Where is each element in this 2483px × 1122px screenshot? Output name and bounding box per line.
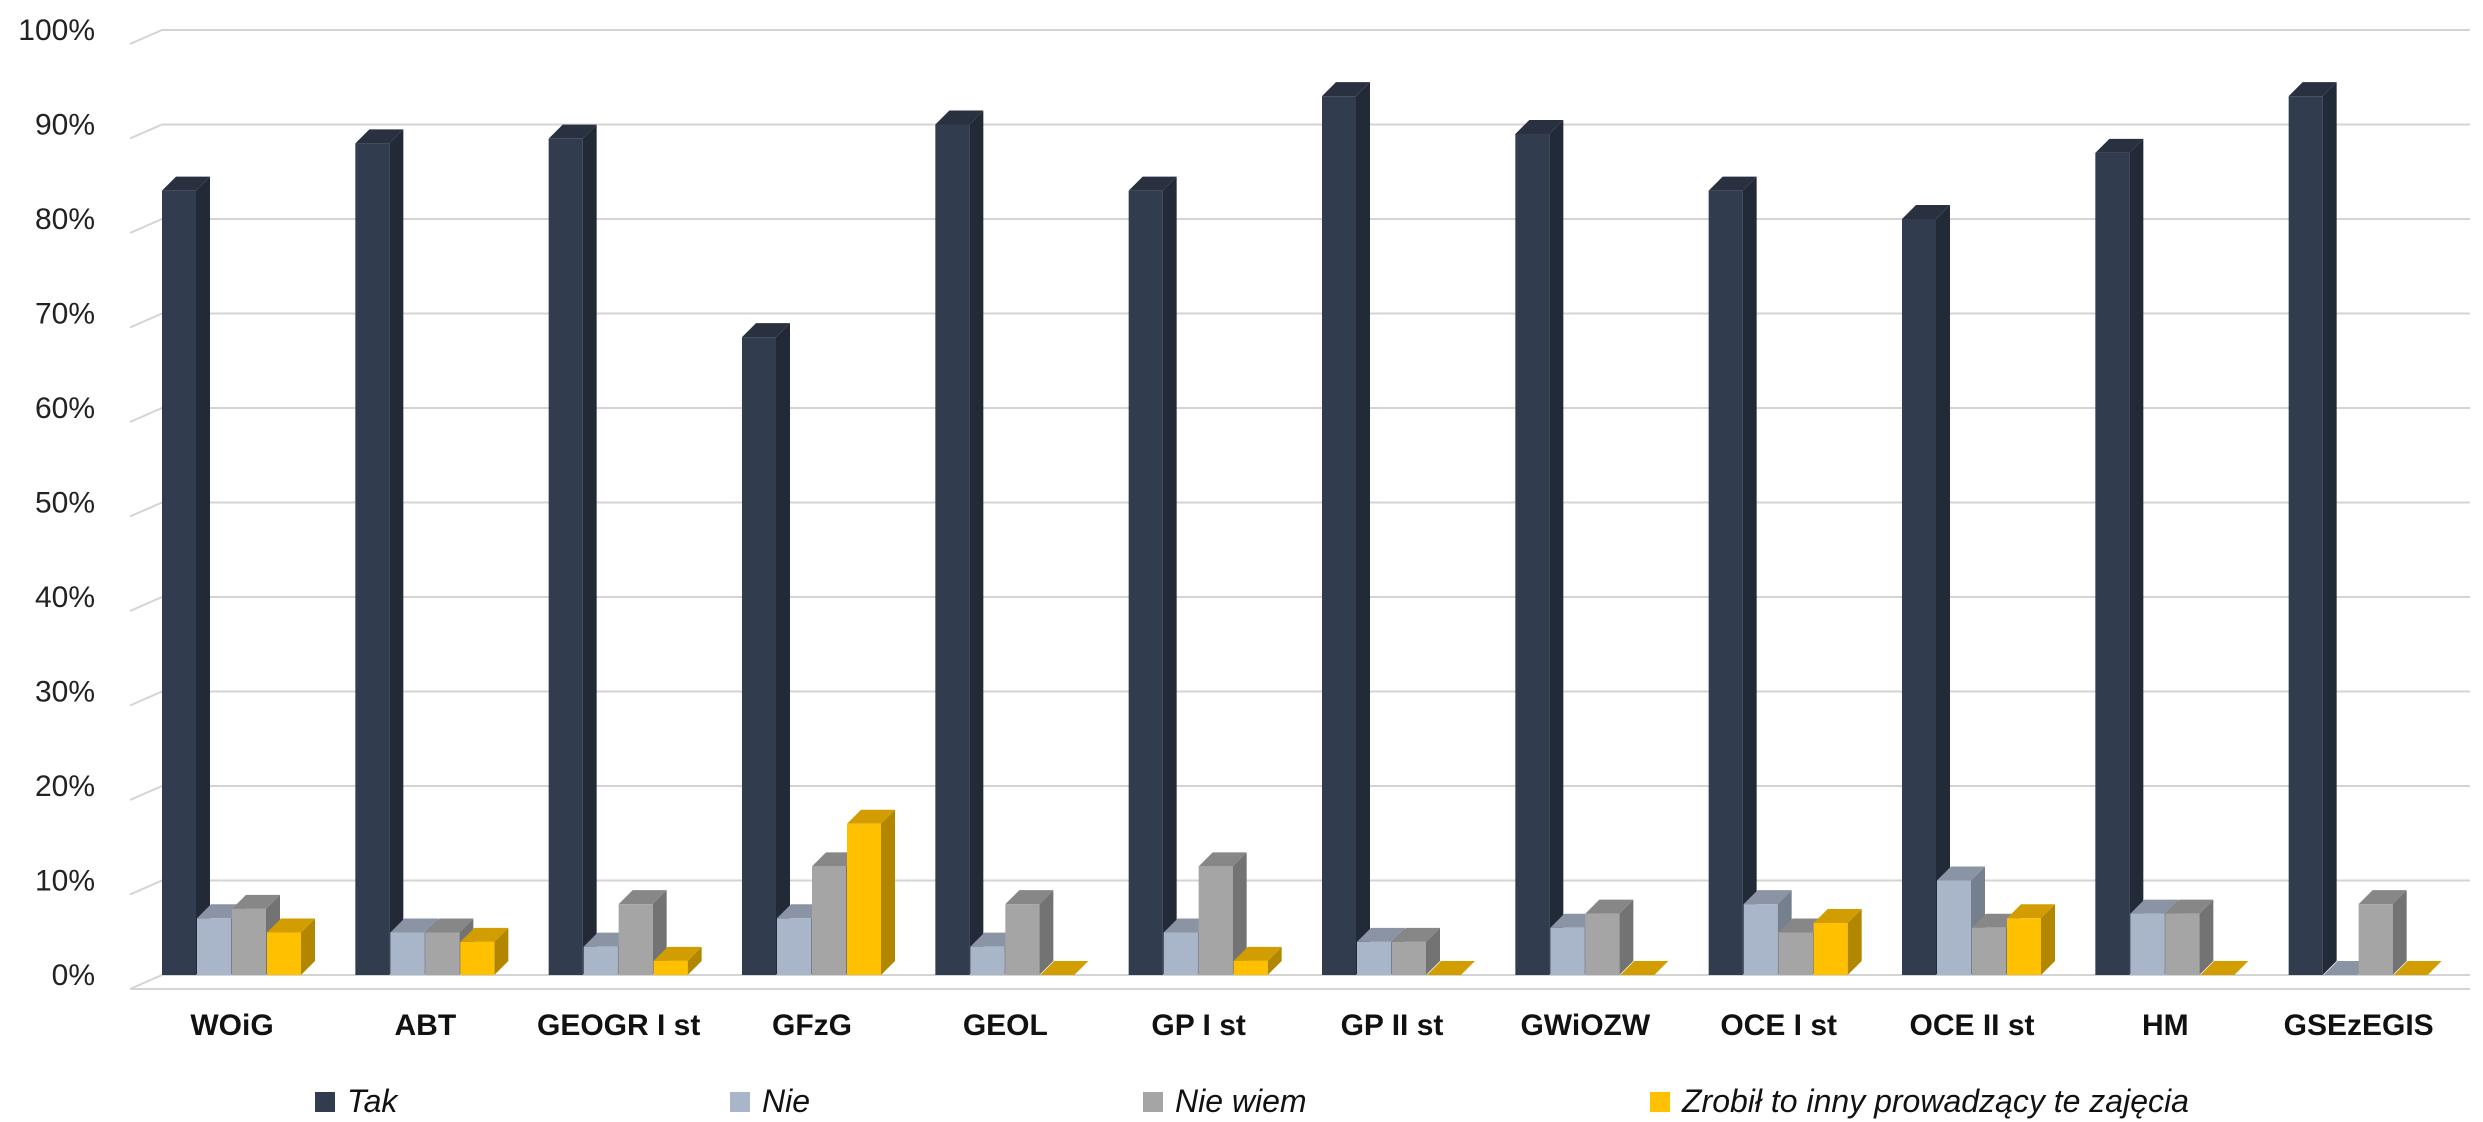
legend-swatch (315, 1092, 335, 1112)
bar (2007, 904, 2055, 975)
legend: Tak Nie Nie wiem Zrobił to inny prowadzący … (315, 1083, 2189, 1119)
bar (2165, 899, 2214, 975)
bar (2288, 82, 2337, 975)
bar (847, 809, 895, 975)
x-category-label: WOiG (190, 1009, 273, 1042)
bar (548, 124, 597, 976)
x-category-label: GWiOZW (1520, 1009, 1650, 1042)
bar (653, 946, 702, 975)
x-category-label: GEOGR I st (537, 1009, 700, 1042)
y-tick-label: 10% (35, 865, 95, 898)
y-tick-label: 70% (35, 298, 95, 331)
bar (1585, 899, 1634, 975)
legend-swatch (730, 1092, 750, 1112)
y-axis-tick-labels: 0% 10% 20% 30% 40% 50% 60% 70% 80% 90% 100% (18, 14, 95, 992)
y-tick-label: 40% (35, 581, 95, 614)
bar (1902, 205, 1950, 975)
bar (1515, 119, 1564, 975)
bar (2095, 138, 2144, 976)
bar (1708, 176, 1757, 975)
bar (2393, 961, 2442, 975)
gridline (129, 29, 2470, 45)
bar (1005, 890, 1054, 975)
legend-label: Nie wiem (1175, 1083, 1307, 1119)
y-tick-label: 100% (18, 14, 95, 47)
legend-entry: Nie (730, 1083, 810, 1119)
bar (935, 110, 984, 975)
y-tick-label: 0% (52, 959, 95, 992)
bar (460, 927, 509, 975)
bar (1040, 961, 1089, 975)
x-category-label: GP I st (1151, 1009, 1245, 1042)
bar (618, 890, 667, 975)
legend-swatch (1143, 1092, 1163, 1112)
legend-swatch (1650, 1092, 1670, 1112)
legend-label: Nie (762, 1083, 810, 1119)
y-tick-label: 50% (35, 487, 95, 520)
bar (1813, 909, 1862, 975)
x-category-label: GFzG (772, 1009, 852, 1042)
gridline (129, 974, 2470, 990)
bar (742, 323, 790, 975)
x-axis-category-labels: WOiG ABT GEOGR I st GFzG GEOL GP I st GP II st… (190, 1009, 2433, 1042)
x-category-label: OCE II st (1909, 1009, 2034, 1042)
bar (1233, 946, 1282, 975)
y-tick-label: 90% (35, 109, 95, 142)
gridline (129, 123, 2470, 140)
bars (162, 82, 2442, 976)
y-tick-label: 20% (35, 770, 95, 803)
x-category-label: HM (2142, 1009, 2189, 1042)
x-category-label: ABT (395, 1009, 457, 1042)
y-tick-label: 80% (35, 203, 95, 236)
x-category-label: GP II st (1341, 1009, 1444, 1042)
x-category-label: GSEzEGIS (2284, 1009, 2434, 1042)
bar (267, 918, 315, 975)
y-tick-label: 60% (35, 392, 95, 425)
bar (1198, 852, 1247, 975)
bar (2358, 890, 2407, 975)
bar (1128, 176, 1177, 975)
bar (1620, 961, 1669, 975)
y-tick-label: 30% (35, 676, 95, 709)
x-category-label: OCE I st (1720, 1009, 1837, 1042)
legend-label: Zrobił to inny prowadzący te zajęcia (1681, 1083, 2189, 1119)
bar (162, 176, 210, 975)
bar (1392, 927, 1440, 975)
legend-entry: Zrobił to inny prowadzący te zajęcia (1650, 1083, 2189, 1119)
bar (1322, 82, 1370, 975)
legend-label: Tak (347, 1083, 399, 1119)
legend-entry: Tak (315, 1083, 399, 1119)
bar (1427, 961, 1475, 975)
legend-entry: Nie wiem (1143, 1083, 1307, 1119)
bar (2200, 961, 2249, 975)
x-category-label: GEOL (963, 1009, 1048, 1042)
bar (355, 129, 404, 975)
